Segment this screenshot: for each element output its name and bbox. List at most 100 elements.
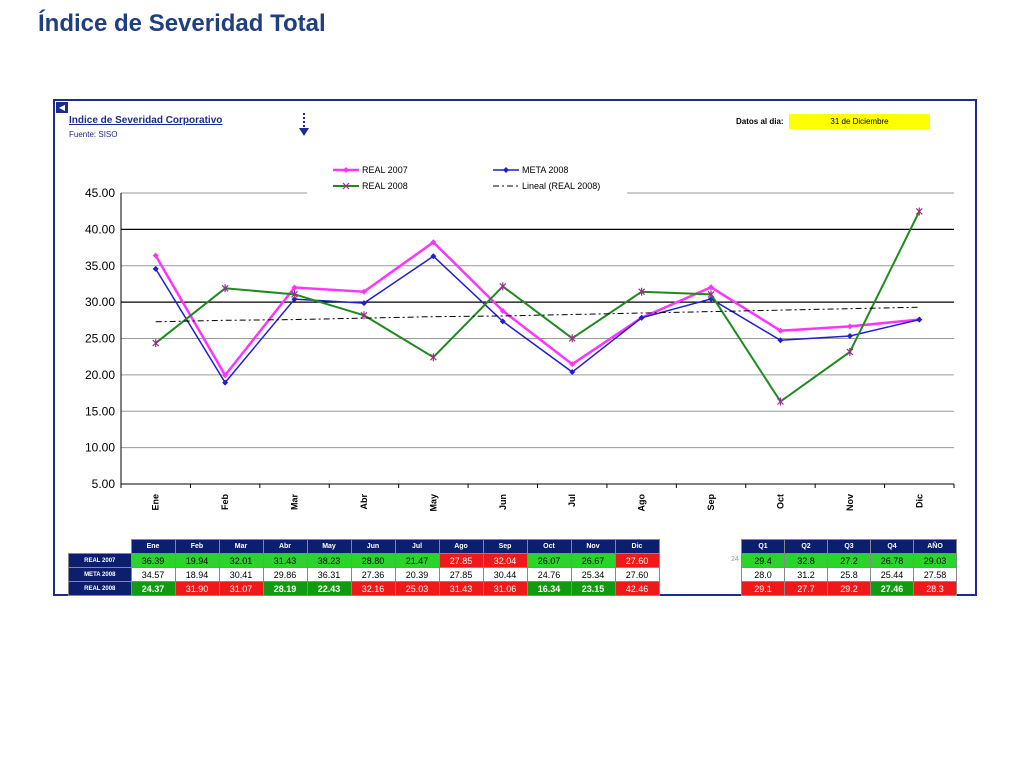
data-point	[846, 347, 854, 356]
month-value-cell: 31.43	[438, 581, 484, 596]
quarter-value-cell: 27.2	[827, 553, 871, 568]
y-tick-label: 45.00	[85, 186, 115, 200]
data-point	[430, 239, 437, 246]
month-value-cell: 28.80	[350, 553, 396, 568]
quarterly-data-table: Q1 Q2 Q3 Q4 AÑO 29.4 32.8 27.2 26.78 29.03 28.0 31.…	[741, 539, 957, 596]
data-point	[707, 290, 715, 299]
data-point	[221, 284, 229, 293]
month-value-cell: 19.94	[174, 553, 220, 568]
month-value-cell: 28.19	[262, 581, 308, 596]
table-header-row: Ene Feb Mar Abr May Jun Jul Ago Sep Oct Nov Dic	[69, 539, 660, 554]
legend-marker	[503, 167, 509, 173]
month-value-cell: 32.16	[350, 581, 396, 596]
chart-title[interactable]: Indice de Severidad Corporativo	[69, 115, 223, 126]
series-linear-trend	[155, 306, 920, 323]
month-value-cell: 23.15	[570, 581, 616, 596]
x-tick-label: Dic	[914, 494, 924, 508]
data-point	[846, 323, 853, 330]
x-tick-label: Ago	[637, 494, 647, 512]
quarter-header: Q1	[741, 539, 785, 554]
quarter-value-cell: 28.0	[741, 567, 785, 582]
stray-label: 24	[731, 556, 739, 563]
data-point	[360, 288, 367, 295]
row-label: REAL 2008	[68, 581, 132, 596]
month-value-cell: 24.37	[130, 581, 176, 596]
quarter-value-cell: 31.2	[784, 567, 828, 582]
monthly-data-table: Ene Feb Mar Abr May Jun Jul Ago Sep Oct Nov Dic REAL…	[68, 539, 660, 596]
data-point	[916, 316, 923, 323]
table-row: 28.0 31.2 25.8 25.44 27.58	[741, 567, 957, 582]
y-tick-label: 40.00	[85, 222, 115, 236]
month-value-cell: 24.76	[526, 567, 572, 582]
month-value-cell: 25.03	[394, 581, 440, 596]
y-tick-label: 25.00	[85, 332, 115, 346]
data-point	[569, 369, 576, 376]
month-value-cell: 31.90	[174, 581, 220, 596]
back-arrow-icon[interactable]: ◀	[56, 102, 68, 113]
table-header-row: Q1 Q2 Q3 Q4 AÑO	[741, 539, 957, 554]
month-header: Feb	[174, 539, 220, 554]
x-tick-label: Sep	[706, 494, 716, 511]
month-value-cell: 31.43	[262, 553, 308, 568]
month-header: Sep	[482, 539, 528, 554]
data-point	[291, 290, 298, 299]
month-value-cell: 27.60	[614, 567, 660, 582]
month-value-cell: 30.41	[218, 567, 264, 582]
table-row: 29.4 32.8 27.2 26.78 29.03	[741, 553, 957, 568]
quarter-value-cell: 25.44	[870, 567, 914, 582]
quarter-value-cell: 29.4	[741, 553, 785, 568]
data-point	[152, 265, 159, 272]
month-value-cell: 27.36	[350, 567, 396, 582]
month-value-cell: 22.43	[306, 581, 352, 596]
data-point	[291, 284, 298, 291]
month-value-cell: 38.23	[306, 553, 352, 568]
x-tick-label: Abr	[359, 494, 369, 510]
data-point	[638, 287, 646, 296]
legend-label: Lineal (REAL 2008)	[522, 181, 600, 191]
data-point	[777, 327, 784, 334]
x-tick-label: Jun	[498, 494, 508, 510]
data-point	[430, 253, 437, 260]
row-label: META 2008	[68, 567, 132, 582]
quarter-value-cell: 26.78	[870, 553, 914, 568]
quarter-header: Q3	[827, 539, 871, 554]
month-value-cell: 32.01	[218, 553, 264, 568]
month-value-cell: 36.39	[130, 553, 176, 568]
x-tick-label: Jul	[567, 494, 577, 507]
month-value-cell: 31.07	[218, 581, 264, 596]
x-tick-label: Ene	[151, 494, 161, 511]
data-point	[638, 314, 645, 321]
month-value-cell: 20.39	[394, 567, 440, 582]
month-value-cell: 36.31	[306, 567, 352, 582]
quarter-value-cell: 27.7	[784, 581, 828, 596]
month-header: May	[306, 539, 352, 554]
table-row: 29.1 27.7 29.2 27.46 28.3	[741, 581, 957, 596]
quarter-value-cell: 29.1	[741, 581, 785, 596]
y-tick-label: 5.00	[92, 477, 116, 491]
month-header: Mar	[218, 539, 264, 554]
data-point	[360, 311, 368, 320]
x-tick-label: Mar	[290, 494, 300, 511]
dotted-down-arrow-icon[interactable]	[298, 113, 310, 137]
y-tick-label: 20.00	[85, 368, 115, 382]
date-value[interactable]: 31 de Diciembre	[789, 114, 930, 129]
table-row: META 2008 34.57 18.94 30.41 29.86 36.31 27.36 2…	[68, 567, 660, 582]
data-point	[499, 318, 506, 325]
x-tick-label: May	[428, 494, 438, 512]
data-point	[360, 300, 367, 307]
month-header: Dic	[614, 539, 660, 554]
month-header: Ene	[130, 539, 176, 554]
month-value-cell: 16.34	[526, 581, 572, 596]
series-real-2007	[154, 240, 920, 378]
month-value-cell: 27.85	[438, 553, 484, 568]
y-tick-label: 35.00	[85, 259, 115, 273]
series-real-2008	[155, 211, 921, 403]
data-point	[499, 307, 506, 314]
quarter-header: Q2	[784, 539, 828, 554]
month-header: Oct	[526, 539, 572, 554]
month-value-cell: 42.46	[614, 581, 660, 596]
month-header: Nov	[570, 539, 616, 554]
source-label: Fuente: SISO	[69, 130, 118, 139]
table-corner	[69, 540, 132, 554]
